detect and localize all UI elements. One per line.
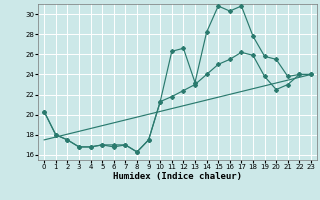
X-axis label: Humidex (Indice chaleur): Humidex (Indice chaleur) [113, 172, 242, 181]
